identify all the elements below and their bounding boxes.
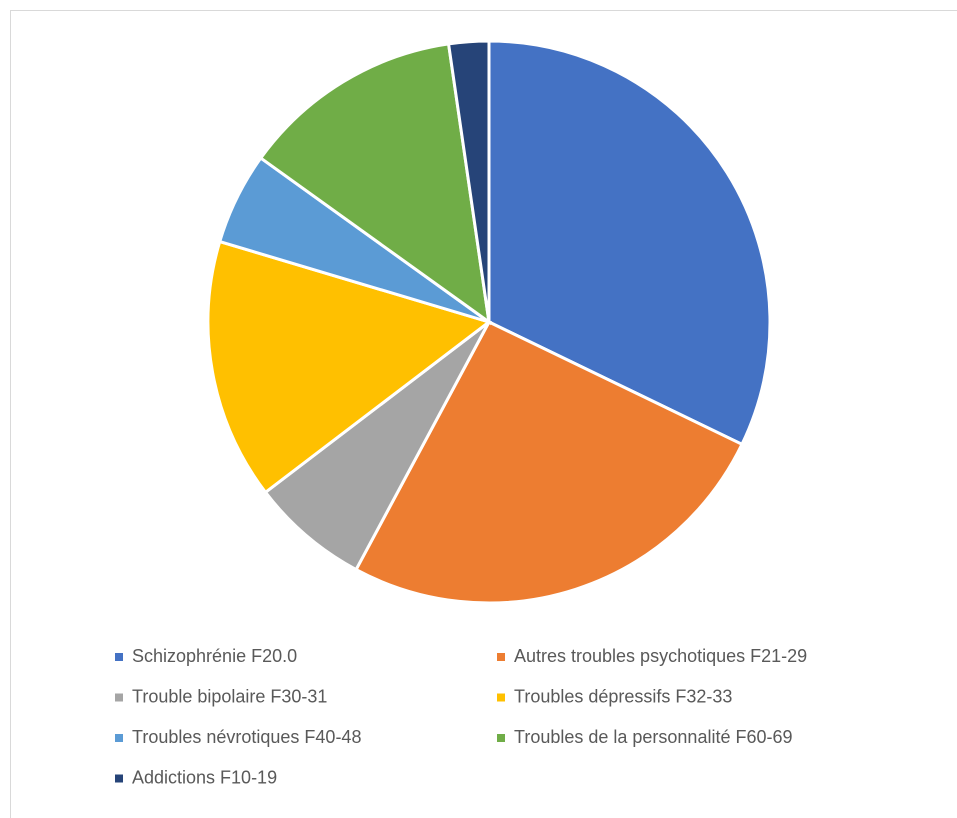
- legend-label: Troubles dépressifs F32-33: [514, 686, 732, 706]
- legend-swatch: [497, 734, 505, 742]
- pie-slice: [446, 39, 491, 323]
- pie-slice: [487, 39, 772, 447]
- legend-swatch: [115, 774, 123, 783]
- pie-slice: [263, 320, 491, 572]
- legend-label: Trouble bipolaire F30-31: [132, 686, 327, 706]
- pie-slice: [258, 42, 491, 326]
- legend-label: Troubles de la personnalité F60-69: [514, 727, 793, 747]
- legend-swatch: [115, 693, 123, 702]
- legend-label: Troubles névrotiques F40-48: [132, 727, 361, 747]
- legend-swatch: [115, 734, 123, 742]
- legend-label: Schizophrénie F20.0: [132, 646, 297, 666]
- legend-swatch: [497, 653, 505, 661]
- legend-label: Autres troubles psychotiques F21-29: [514, 646, 807, 666]
- pie-slice: [206, 239, 493, 495]
- legend-swatch: [115, 653, 123, 661]
- legend-label: Addictions F10-19: [132, 767, 277, 787]
- legend-swatch: [497, 693, 505, 702]
